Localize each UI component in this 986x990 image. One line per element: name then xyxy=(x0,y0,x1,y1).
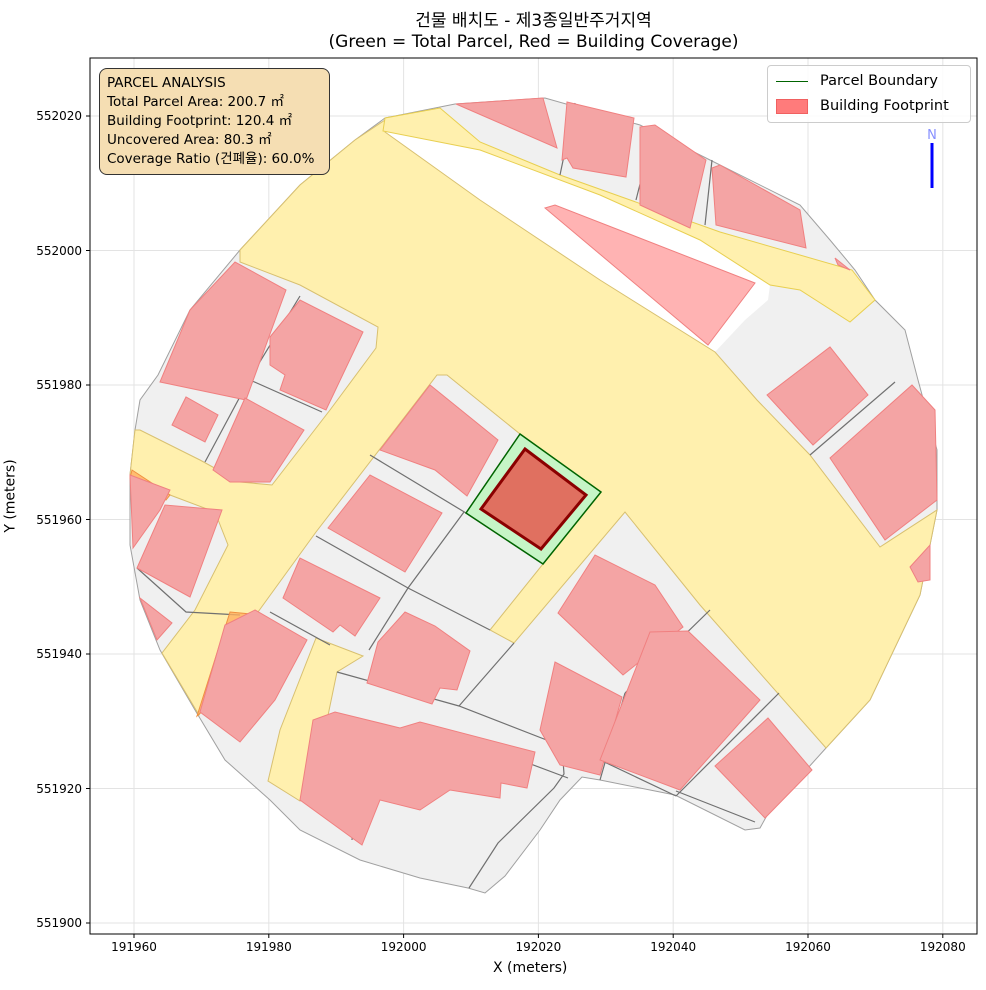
line-swatch-icon xyxy=(776,80,808,82)
info-total-area: Total Parcel Area: 200.7 ㎡ xyxy=(107,94,284,110)
neighbor-building xyxy=(766,346,869,446)
neighbor-building xyxy=(834,257,851,271)
lot-line xyxy=(269,611,331,646)
chart-subtitle: (Green = Total Parcel, Red = Building Co… xyxy=(328,32,739,52)
neighbor-building xyxy=(379,384,499,497)
neighbor-building xyxy=(299,711,536,846)
x-tick-label: 192060 xyxy=(785,940,831,954)
lot-line xyxy=(369,454,467,514)
patch-swatch-icon xyxy=(776,98,808,114)
neighbor-building xyxy=(599,630,761,791)
neighbor-building xyxy=(639,124,707,229)
x-tick-label: 192040 xyxy=(650,940,697,954)
neighbor-building xyxy=(711,164,807,249)
info-heading: PARCEL ANALYSIS xyxy=(107,75,226,91)
lot-line xyxy=(249,379,323,413)
y-tick-label: 551900 xyxy=(36,916,82,930)
x-tick-label: 192020 xyxy=(515,940,562,954)
axes-frame xyxy=(89,57,978,935)
y-axis-label: Y (meters) xyxy=(2,459,19,533)
legend-item-parcel-boundary: Parcel Boundary xyxy=(776,71,938,91)
neighbor-building xyxy=(455,97,558,149)
lot-line xyxy=(136,567,241,616)
lot-line xyxy=(675,790,756,823)
chart-title: 건물 배치도 - 제3종일반주거지역 xyxy=(415,11,652,31)
neighbor-building xyxy=(138,596,173,641)
neighbor-building xyxy=(282,557,381,637)
x-tick-label: 192080 xyxy=(919,940,966,954)
neighbor-building xyxy=(269,299,364,411)
y-tick-label: 551980 xyxy=(36,378,82,392)
neighbor-building xyxy=(543,204,756,346)
road-strip xyxy=(382,107,876,323)
y-tick-label: 551960 xyxy=(36,512,82,527)
lot-line xyxy=(315,535,491,631)
x-tick-label: 191980 xyxy=(245,940,292,954)
neighbor-building xyxy=(366,611,471,705)
neighbor-building xyxy=(829,384,938,541)
lot-line xyxy=(704,159,713,226)
legend-label: Parcel Boundary xyxy=(820,73,938,89)
parcel-analysis-box: PARCEL ANALYSIS Total Parcel Area: 200.7… xyxy=(99,68,330,175)
info-uncovered-area: Uncovered Area: 80.3 ㎡ xyxy=(107,132,272,148)
neighbor-building xyxy=(159,261,287,401)
lot-line xyxy=(675,692,780,797)
x-axis-label: X (meters) xyxy=(493,960,568,976)
y-tick-label: 552000 xyxy=(36,243,82,258)
neighbor-building xyxy=(136,504,223,598)
neighbor-building xyxy=(171,396,219,443)
neighbor-building xyxy=(714,717,813,819)
tick-marks xyxy=(86,115,944,938)
info-coverage-ratio: Coverage Ratio (건폐율): 60.0% xyxy=(107,151,315,167)
x-tick-label: 191960 xyxy=(111,940,157,954)
lot-line xyxy=(595,757,677,797)
neighbor-building xyxy=(129,474,171,550)
y-tick-label: 551920 xyxy=(36,781,82,796)
lot-line xyxy=(458,642,515,707)
legend-item-building-footprint: Building Footprint xyxy=(776,96,949,116)
neighbor-building xyxy=(199,609,308,743)
info-building-footprint: Building Footprint: 120.4 ㎡ xyxy=(107,113,293,129)
legend: Parcel Boundary Building Footprint xyxy=(767,65,971,123)
map-layers xyxy=(129,97,938,894)
lot-line xyxy=(336,671,565,889)
y-tick-label: 552020 xyxy=(36,109,82,123)
target-building xyxy=(478,446,589,551)
neighbor-building xyxy=(561,101,635,178)
lot-line xyxy=(809,381,896,456)
neighbor-building xyxy=(327,474,443,573)
y-tick-label: 551940 xyxy=(36,647,82,661)
neighbor-building xyxy=(212,397,305,483)
x-tick-label: 192000 xyxy=(380,940,427,954)
neighbor-building xyxy=(909,543,931,583)
north-label: N xyxy=(927,128,937,143)
legend-label: Building Footprint xyxy=(820,98,949,114)
